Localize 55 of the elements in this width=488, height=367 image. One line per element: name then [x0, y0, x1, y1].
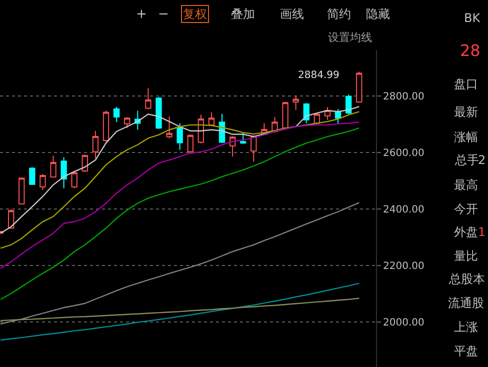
candlestick	[124, 116, 130, 129]
text: 隐藏	[366, 7, 390, 21]
text: +	[136, 7, 147, 22]
candlestick	[156, 96, 162, 130]
candlestick	[113, 106, 120, 123]
text: 平盘	[454, 344, 478, 358]
text: 盘口	[454, 77, 478, 91]
candlestick	[102, 110, 110, 142]
text: 涨幅	[454, 130, 478, 144]
candlestick	[50, 155, 56, 178]
text: 总手	[454, 153, 479, 167]
text: 今开	[454, 202, 478, 216]
candlestick	[92, 130, 99, 159]
text: 最高	[454, 178, 478, 192]
y-tick-label: 2800.00	[383, 91, 424, 102]
candlestick	[145, 88, 152, 110]
candlestick	[71, 171, 78, 189]
candlestick	[282, 101, 288, 129]
text: 2	[478, 153, 486, 167]
y-tick-label: 2400.00	[383, 204, 424, 216]
candlestick	[356, 71, 362, 104]
line-series	[0, 122, 360, 269]
text: 1	[478, 225, 486, 239]
text: 量比	[454, 249, 478, 263]
text: −	[158, 7, 169, 22]
y-tick-label: 2200.00	[383, 260, 424, 272]
candlestick	[29, 166, 36, 186]
line-series	[0, 282, 360, 341]
candlestick	[208, 112, 215, 126]
text: 总股本	[448, 272, 485, 286]
annotation: 2884.99	[298, 70, 340, 81]
text: 上涨	[454, 320, 478, 334]
candlestick	[60, 156, 67, 189]
line-series	[0, 127, 360, 300]
candlestick	[240, 132, 246, 144]
candlestick	[40, 174, 46, 190]
line-series	[0, 298, 360, 322]
y-tick-label: 2600.00	[383, 148, 424, 159]
text: 最新	[454, 105, 478, 119]
text: 叠加	[231, 7, 255, 21]
text: 画线	[280, 7, 304, 21]
candlestick	[18, 177, 25, 205]
text: 28	[460, 41, 480, 60]
text: 设置均线	[328, 31, 372, 44]
text: 简约	[327, 7, 351, 21]
candlestick	[166, 116, 172, 139]
candlestick	[176, 122, 183, 150]
text: 流通股	[448, 296, 484, 310]
text: 复权	[183, 7, 207, 21]
text: BK	[464, 11, 482, 25]
line-series	[0, 202, 360, 325]
candlestick	[187, 134, 194, 155]
candlestick	[292, 95, 299, 110]
text: 外盘	[454, 225, 478, 239]
y-tick-label: 2000.00	[383, 318, 424, 329]
